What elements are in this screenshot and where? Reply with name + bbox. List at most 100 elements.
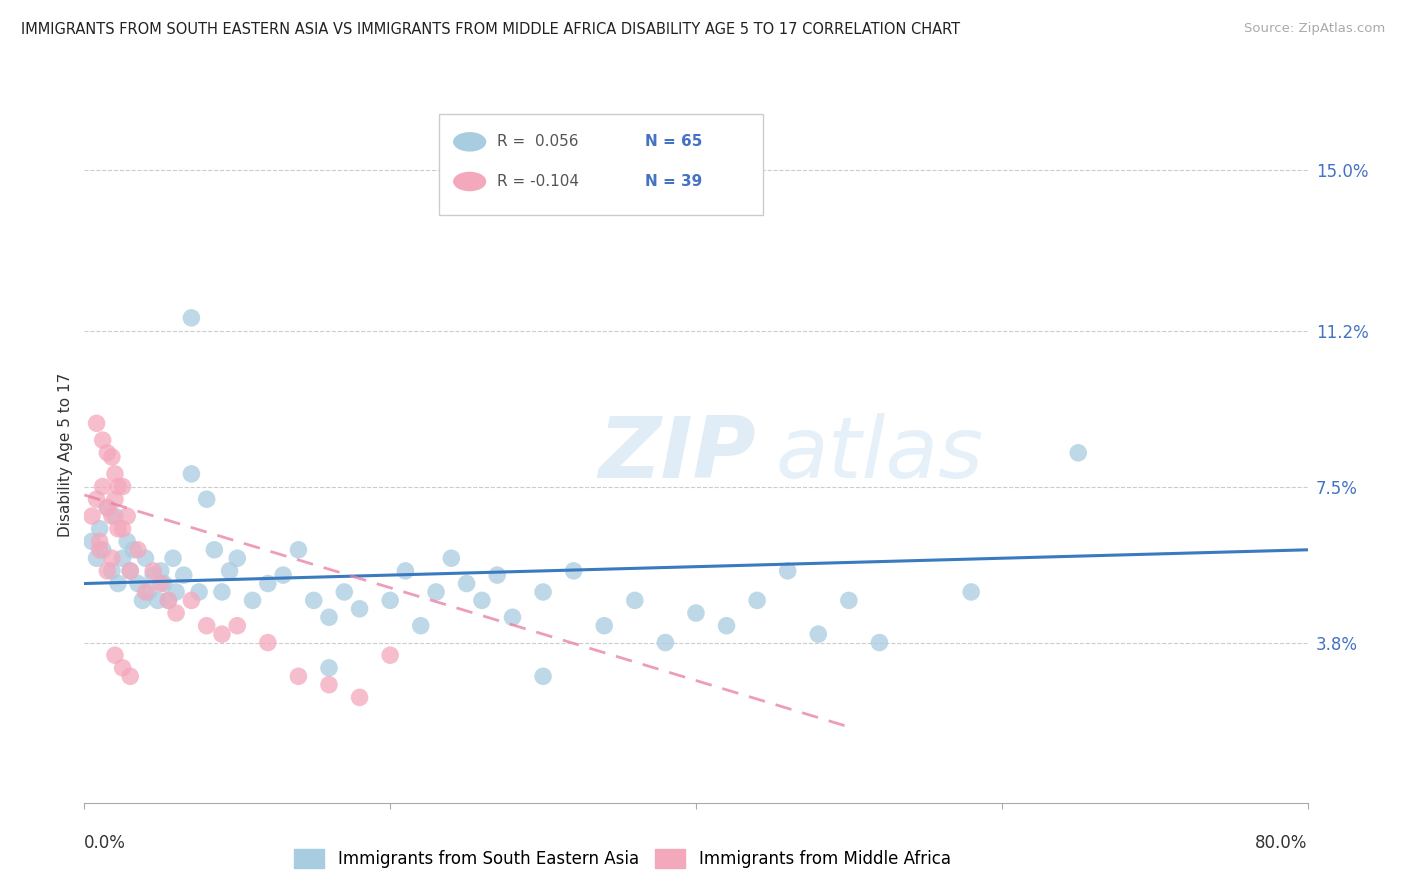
Point xyxy=(80,509,103,524)
Text: N = 39: N = 39 xyxy=(644,174,702,189)
Point xyxy=(142,564,165,578)
Point xyxy=(86,551,108,566)
Point xyxy=(318,610,340,624)
Point xyxy=(120,564,142,578)
Point xyxy=(380,593,402,607)
Point xyxy=(89,542,111,557)
Point xyxy=(287,542,309,557)
Point xyxy=(135,551,157,566)
Point xyxy=(188,585,211,599)
Point xyxy=(257,635,280,649)
Y-axis label: Disability Age 5 to 17: Disability Age 5 to 17 xyxy=(58,373,73,537)
Point xyxy=(104,509,127,524)
Point xyxy=(654,635,676,649)
Point xyxy=(502,610,524,624)
Point xyxy=(486,568,509,582)
Point xyxy=(89,534,111,549)
Circle shape xyxy=(454,172,485,191)
Point xyxy=(135,585,157,599)
Point xyxy=(226,551,249,566)
Point xyxy=(91,433,114,447)
Point xyxy=(86,417,108,431)
Point xyxy=(776,564,799,578)
Point xyxy=(127,542,149,557)
Point xyxy=(101,564,124,578)
Point xyxy=(91,479,114,493)
Point xyxy=(226,618,249,632)
Point xyxy=(716,618,738,632)
Point xyxy=(120,669,142,683)
Point xyxy=(471,593,494,607)
Point xyxy=(807,627,830,641)
Point xyxy=(318,678,340,692)
Point xyxy=(349,690,371,705)
Point xyxy=(195,492,218,507)
Point xyxy=(440,551,463,566)
Point xyxy=(115,534,138,549)
Legend: Immigrants from South Eastern Asia, Immigrants from Middle Africa: Immigrants from South Eastern Asia, Immi… xyxy=(288,842,957,874)
Point xyxy=(101,450,124,464)
Point xyxy=(349,602,371,616)
Point xyxy=(202,542,225,557)
Point xyxy=(1067,446,1090,460)
Text: ZIP: ZIP xyxy=(598,413,756,497)
Point xyxy=(104,467,127,481)
Point xyxy=(96,500,118,515)
Point xyxy=(127,576,149,591)
Point xyxy=(107,479,129,493)
Text: R =  0.056: R = 0.056 xyxy=(496,135,578,149)
Point xyxy=(287,669,309,683)
Point xyxy=(122,542,145,557)
Point xyxy=(146,593,169,607)
Point xyxy=(111,551,134,566)
Point xyxy=(131,593,153,607)
Point xyxy=(96,500,118,515)
Point xyxy=(149,576,172,591)
Point xyxy=(333,585,356,599)
Point xyxy=(86,492,108,507)
Point xyxy=(138,585,160,599)
Point xyxy=(111,522,134,536)
Point xyxy=(115,509,138,524)
Point xyxy=(89,522,111,536)
Point xyxy=(593,618,616,632)
Point xyxy=(409,618,432,632)
Point xyxy=(211,627,233,641)
Point xyxy=(173,568,195,582)
Point xyxy=(165,585,187,599)
Point xyxy=(180,467,202,481)
Text: atlas: atlas xyxy=(776,413,983,497)
Point xyxy=(101,509,124,524)
Point xyxy=(380,648,402,663)
FancyBboxPatch shape xyxy=(439,114,763,215)
Point xyxy=(218,564,240,578)
Point xyxy=(80,534,103,549)
Point xyxy=(242,593,264,607)
Point xyxy=(180,593,202,607)
Point xyxy=(624,593,647,607)
Point xyxy=(531,585,554,599)
Point xyxy=(456,576,478,591)
Text: R = -0.104: R = -0.104 xyxy=(496,174,579,189)
Point xyxy=(562,564,585,578)
Point xyxy=(195,618,218,632)
Point xyxy=(120,564,142,578)
Point xyxy=(271,568,294,582)
Point xyxy=(838,593,860,607)
Point xyxy=(101,551,124,566)
Text: Source: ZipAtlas.com: Source: ZipAtlas.com xyxy=(1244,22,1385,36)
Point xyxy=(111,479,134,493)
Point xyxy=(153,576,176,591)
Point xyxy=(425,585,447,599)
Point xyxy=(104,648,127,663)
Point xyxy=(394,564,416,578)
Point xyxy=(180,310,202,325)
Point xyxy=(960,585,983,599)
Point xyxy=(104,492,127,507)
Point xyxy=(149,564,172,578)
Point xyxy=(869,635,891,649)
Point xyxy=(685,606,707,620)
Point xyxy=(157,593,180,607)
Point xyxy=(91,542,114,557)
Point xyxy=(165,606,187,620)
